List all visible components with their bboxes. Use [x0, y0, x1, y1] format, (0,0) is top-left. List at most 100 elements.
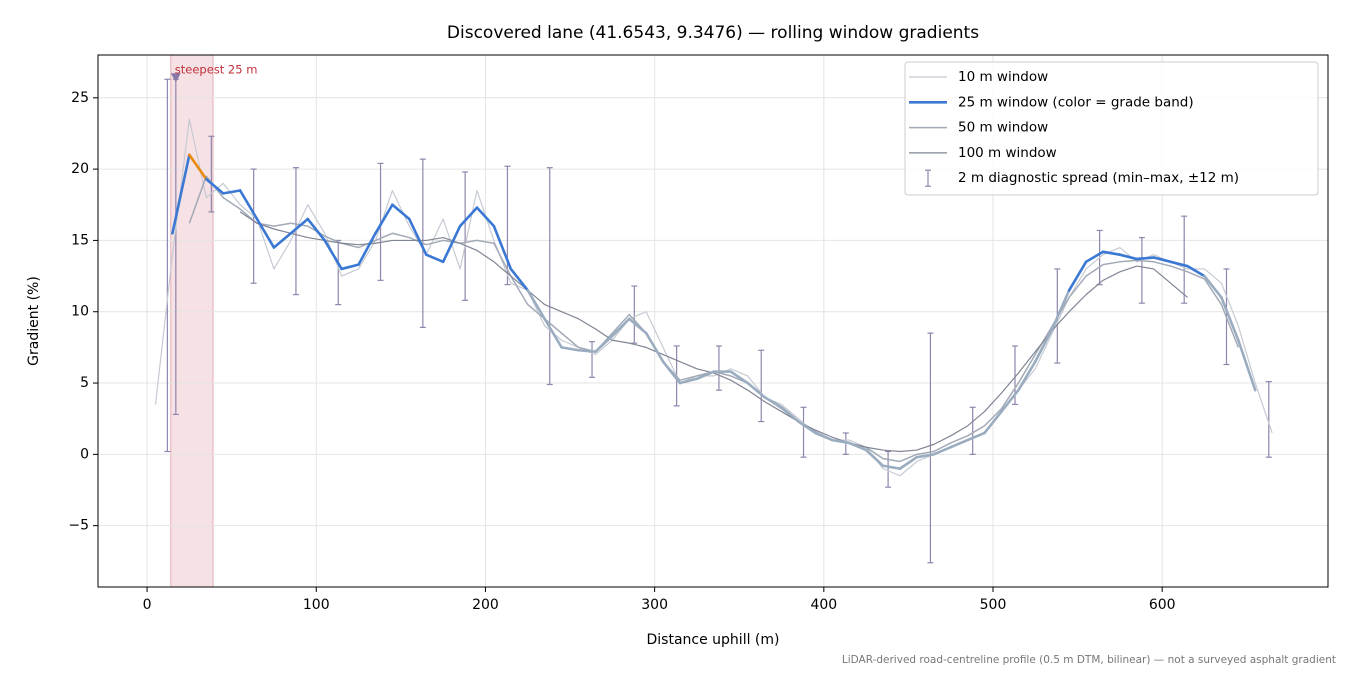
- x-tick-label: 200: [472, 597, 499, 613]
- legend-label: 100 m window: [958, 145, 1057, 161]
- line-segment: [238, 189, 259, 221]
- x-tick-label: 0: [143, 597, 152, 613]
- line-segment: [746, 381, 766, 399]
- line-segment: [695, 370, 716, 381]
- line-segment: [204, 177, 225, 195]
- error-bar: [462, 171, 469, 301]
- highlight-band: [170, 54, 214, 588]
- y-axis-label: Gradient (%): [26, 276, 42, 366]
- error-bar: [631, 285, 638, 344]
- legend-label: 2 m diagnostic spread (min–max, ±12 m): [958, 170, 1239, 186]
- line-segment: [763, 396, 783, 409]
- highlight-label: steepest 25 m: [175, 63, 258, 77]
- line-segment: [898, 455, 919, 470]
- line-segment: [864, 448, 885, 468]
- error-bar: [1181, 215, 1188, 304]
- error-bar: [208, 135, 215, 213]
- line-segment: [1000, 388, 1020, 413]
- line-segment: [1017, 360, 1037, 392]
- y-tick-label: 25: [71, 90, 89, 106]
- line-segment: [475, 206, 496, 228]
- x-tick-label: 600: [1149, 597, 1176, 613]
- line-segment: [408, 217, 428, 256]
- line-segment: [729, 370, 749, 385]
- x-tick-label: 500: [980, 597, 1007, 613]
- line-segment: [1152, 256, 1172, 264]
- line-segment: [543, 317, 563, 349]
- x-tick-label: 400: [810, 597, 837, 613]
- line-segment: [1203, 274, 1223, 299]
- line-segment: [188, 153, 208, 181]
- line-segment: [661, 360, 682, 385]
- error-bar: [885, 450, 892, 488]
- legend-label: 10 m window: [958, 69, 1048, 85]
- line-segment: [644, 331, 665, 363]
- line-segment: [830, 438, 851, 445]
- line: [154, 118, 1273, 477]
- line-segment: [814, 431, 834, 442]
- line-segment: [255, 217, 276, 249]
- error-bar: [715, 345, 722, 391]
- error-bar: [969, 406, 976, 455]
- chart-title: Discovered lane (41.6543, 9.3476) — roll…: [447, 23, 979, 43]
- error-bar: [292, 167, 299, 296]
- line-segment: [492, 224, 513, 271]
- line-segment: [221, 189, 242, 195]
- line: [239, 211, 1188, 453]
- line-segment: [577, 348, 597, 353]
- line-segment: [171, 153, 191, 235]
- line-segment: [847, 441, 868, 452]
- line-segment: [272, 231, 293, 249]
- line-segment: [1050, 289, 1071, 331]
- line-segment: [306, 217, 327, 242]
- y-tick-label: −5: [68, 518, 89, 534]
- line-segment: [1084, 250, 1105, 264]
- line-segment: [983, 410, 1003, 435]
- line-segment: [391, 203, 411, 221]
- error-bar: [1265, 381, 1272, 458]
- line-segment: [966, 431, 986, 442]
- y-tick-label: 5: [80, 375, 89, 391]
- line-segment: [932, 445, 953, 456]
- legend-label: 50 m window: [958, 120, 1048, 136]
- line-segment: [1118, 253, 1139, 261]
- y-tick-label: 10: [71, 304, 89, 320]
- line-segment: [1169, 260, 1189, 268]
- line-segment: [949, 438, 969, 449]
- line-segment: [357, 231, 377, 266]
- line-segment: [780, 405, 800, 423]
- line-segment: [289, 217, 310, 235]
- line-segment: [1135, 256, 1156, 261]
- error-bar: [546, 167, 553, 386]
- footnote: LiDAR-derived road-centreline profile (0…: [842, 654, 1336, 666]
- error-bar: [927, 332, 934, 564]
- line-segment: [881, 464, 902, 470]
- error-bar: [589, 341, 596, 378]
- x-tick-label: 300: [641, 597, 668, 613]
- error-bar: [1138, 236, 1145, 304]
- line-segment: [915, 453, 936, 459]
- y-tick-label: 0: [80, 446, 89, 462]
- legend-box: [904, 61, 1319, 196]
- line-segment: [458, 206, 479, 228]
- line-segment: [594, 334, 614, 353]
- line-segment: [509, 267, 530, 292]
- line-segment: [1237, 338, 1257, 392]
- legend-swatch: [925, 169, 931, 187]
- steepest-marker: [170, 73, 181, 83]
- line-segment: [1034, 327, 1054, 363]
- line-segment: [424, 253, 445, 264]
- line-segment: [340, 263, 360, 271]
- line-segment: [560, 346, 580, 352]
- line-segment: [1067, 260, 1088, 292]
- line-segment: [441, 224, 462, 264]
- x-tick-label: 100: [303, 597, 330, 613]
- line-segment: [1186, 264, 1206, 278]
- line-segment: [1220, 296, 1240, 342]
- error-bar: [250, 168, 257, 284]
- line-segment: [323, 239, 343, 271]
- plot-frame: [97, 54, 1329, 588]
- x-axis-label: Distance uphill (m): [647, 632, 780, 648]
- error-bar: [504, 165, 511, 286]
